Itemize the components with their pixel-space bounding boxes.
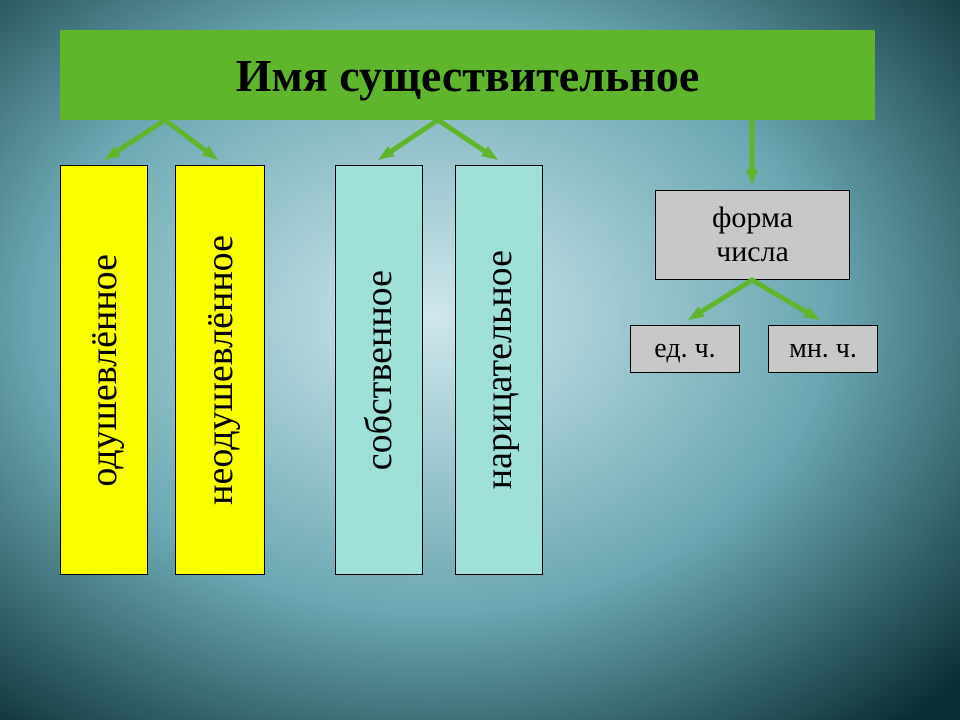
box-plural: мн. ч.: [768, 325, 878, 373]
box-inanimate: неодушевлённое: [175, 165, 265, 575]
title-text: Имя существительное: [236, 49, 700, 102]
box-animate-label: одушевлённое: [82, 254, 126, 487]
box-number-form: форма числа: [655, 190, 850, 280]
box-plural-label: мн. ч.: [789, 333, 857, 365]
box-common-label: нарицательное: [477, 250, 521, 489]
box-inanimate-label: неодушевлённое: [198, 235, 242, 505]
box-singular: ед. ч.: [630, 325, 740, 373]
box-number-form-label: форма числа: [712, 201, 793, 269]
title-box: Имя существительное: [60, 30, 875, 120]
diagram-stage: Имя существительное одушевлённое неодуше…: [0, 0, 960, 720]
box-proper: собственное: [335, 165, 423, 575]
box-proper-label: собственное: [357, 270, 401, 470]
box-animate: одушевлённое: [60, 165, 148, 575]
box-common: нарицательное: [455, 165, 543, 575]
box-singular-label: ед. ч.: [654, 333, 715, 365]
